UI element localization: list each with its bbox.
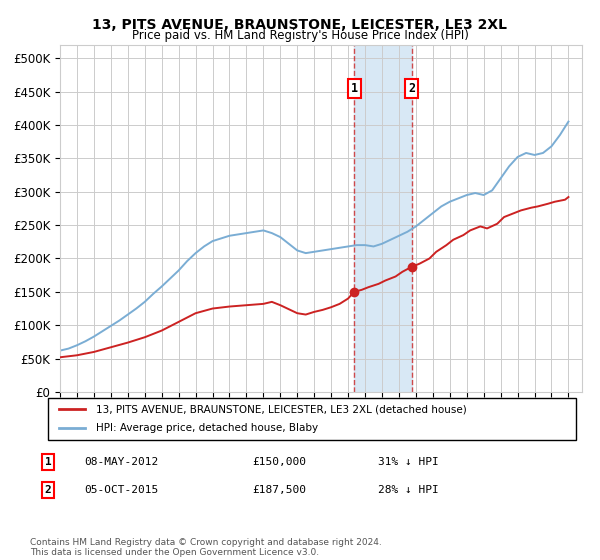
Text: 28% ↓ HPI: 28% ↓ HPI <box>378 485 439 495</box>
Text: 1: 1 <box>350 82 358 95</box>
Text: 05-OCT-2015: 05-OCT-2015 <box>84 485 158 495</box>
Bar <box>354 45 412 392</box>
Text: 31% ↓ HPI: 31% ↓ HPI <box>378 457 439 467</box>
Text: Contains HM Land Registry data © Crown copyright and database right 2024.
This d: Contains HM Land Registry data © Crown c… <box>30 538 382 557</box>
Text: £187,500: £187,500 <box>252 485 306 495</box>
Text: 08-MAY-2012: 08-MAY-2012 <box>84 457 158 467</box>
Text: 1: 1 <box>44 457 52 467</box>
Text: 2: 2 <box>408 82 415 95</box>
FancyBboxPatch shape <box>48 398 576 440</box>
Text: 13, PITS AVENUE, BRAUNSTONE, LEICESTER, LE3 2XL: 13, PITS AVENUE, BRAUNSTONE, LEICESTER, … <box>92 18 508 32</box>
Text: Price paid vs. HM Land Registry's House Price Index (HPI): Price paid vs. HM Land Registry's House … <box>131 29 469 42</box>
Text: HPI: Average price, detached house, Blaby: HPI: Average price, detached house, Blab… <box>95 423 317 433</box>
Text: 13, PITS AVENUE, BRAUNSTONE, LEICESTER, LE3 2XL (detached house): 13, PITS AVENUE, BRAUNSTONE, LEICESTER, … <box>95 404 466 414</box>
Text: 2: 2 <box>44 485 52 495</box>
Text: £150,000: £150,000 <box>252 457 306 467</box>
